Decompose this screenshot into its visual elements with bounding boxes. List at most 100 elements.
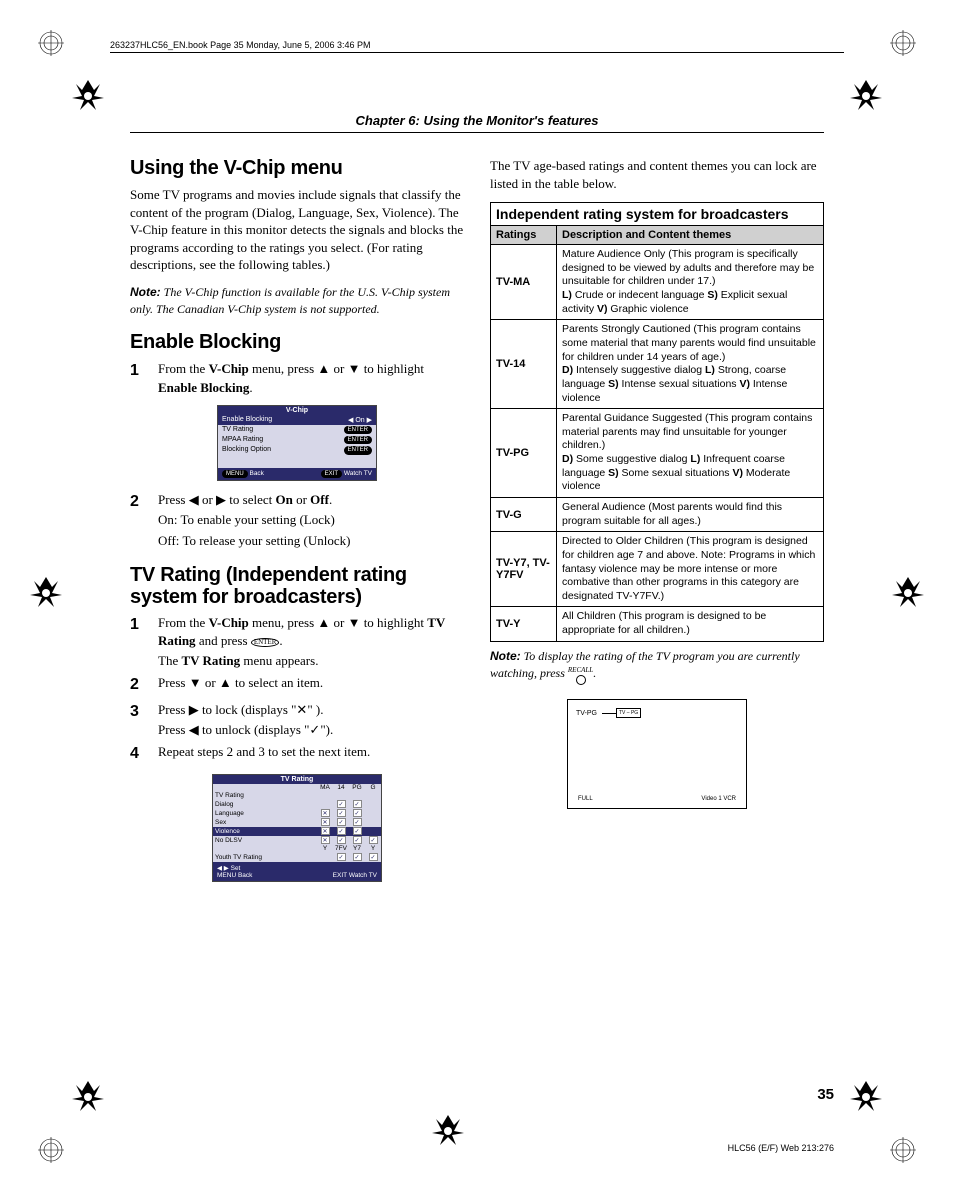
l: Dialog xyxy=(213,800,317,809)
h: 7FV xyxy=(333,845,349,853)
t: menu, press ▲ or ▼ to highlight xyxy=(249,615,427,630)
two-column-layout: Using the V-Chip menu Some TV programs a… xyxy=(130,157,824,892)
page-number: 35 xyxy=(817,1086,834,1103)
osd-vchip-menu: V-Chip Enable Blocking◀ On ▶ TV RatingEN… xyxy=(217,405,377,482)
desc-cell: Parents Strongly Cautioned (This program… xyxy=(557,320,824,409)
reg-mark-tr xyxy=(890,30,916,56)
rating-cell: TV-PG xyxy=(491,409,557,498)
chapter-title: Chapter 6: Using the Monitor's features xyxy=(130,113,824,128)
rating-cell: TV-G xyxy=(491,497,557,531)
step-number: 3 xyxy=(130,701,148,739)
crop-mark-icon xyxy=(848,78,884,114)
heading-vchip: Using the V-Chip menu xyxy=(130,157,464,180)
t: To display the rating of the TV program … xyxy=(490,649,800,680)
l: Youth TV Rating xyxy=(213,853,317,862)
mini-bl: FULL xyxy=(578,796,593,802)
t: The xyxy=(158,653,181,668)
tr-step-1: 1 From the V-Chip menu, press ▲ or ▼ to … xyxy=(130,614,464,671)
t: Off xyxy=(310,492,329,507)
ratings-table: Independent rating system for broadcaste… xyxy=(490,202,824,642)
tr-step-3: 3 Press ▶ to lock (displays "✕" ). Press… xyxy=(130,701,464,739)
para-vchip: Some TV programs and movies include sign… xyxy=(130,186,464,274)
osd-label: MPAA Rating xyxy=(222,436,263,444)
recall-icon: RECALL xyxy=(568,666,593,686)
t: Enable Blocking xyxy=(158,380,249,395)
t: . xyxy=(593,666,596,680)
h: 14 xyxy=(333,784,349,792)
t: . xyxy=(279,633,282,648)
h: MA xyxy=(317,784,333,792)
osd-row: Blocking Option ENTER xyxy=(218,445,376,455)
osd-value: ENTER xyxy=(344,426,372,434)
col-header: Ratings xyxy=(491,226,557,245)
desc-cell: Directed to Older Children (This program… xyxy=(557,532,824,607)
note-text: The V-Chip function is available for the… xyxy=(130,285,450,316)
l: Language xyxy=(213,809,317,818)
l: Violence xyxy=(213,827,317,836)
osd-footer: ◀ ▶ SetMENU Back EXIT Watch TV xyxy=(213,862,381,881)
reg-mark-br xyxy=(890,1137,916,1163)
footer-code: HLC56 (E/F) Web 213:276 xyxy=(728,1143,834,1153)
step-number: 2 xyxy=(130,674,148,696)
step-1: 1 From the V-Chip menu, press ▲ or ▼ to … xyxy=(130,360,464,396)
callout-line xyxy=(602,713,616,714)
t: V-Chip xyxy=(209,615,249,630)
t: On xyxy=(275,492,292,507)
t: . xyxy=(329,492,332,507)
t: V-Chip xyxy=(209,361,249,376)
divider xyxy=(130,132,824,133)
osd-title: V-Chip xyxy=(218,406,376,415)
osd-row: TV RatingENTER xyxy=(218,425,376,435)
desc-cell: All Children (This program is designed t… xyxy=(557,607,824,641)
osd-label: Blocking Option xyxy=(222,446,271,454)
heading-tv-rating: TV Rating (Independent rating system for… xyxy=(130,564,464,608)
rating-cell: TV-Y xyxy=(491,607,557,641)
osd-label: Enable Blocking xyxy=(222,416,272,424)
osd-value: On xyxy=(355,417,364,424)
crop-mark-icon xyxy=(430,1113,466,1149)
osd-value: ENTER xyxy=(344,446,372,454)
t: Press ◀ or ▶ to select xyxy=(158,492,275,507)
mini-br: Video 1 VCR xyxy=(701,796,736,802)
tr-step-4: 4 Repeat steps 2 and 3 to set the next i… xyxy=(130,743,464,765)
h: G xyxy=(365,784,381,792)
osd-grid: MA14PGG TV Rating Dialog✓✓ Language✕✓✓ S… xyxy=(213,784,381,862)
t: and press xyxy=(196,633,251,648)
table-caption: Independent rating system for broadcaste… xyxy=(491,203,824,226)
step-number: 2 xyxy=(130,491,148,550)
page: 263237HLC56_EN.book Page 35 Monday, June… xyxy=(0,0,954,1193)
heading-enable-blocking: Enable Blocking xyxy=(130,331,464,354)
para-intro: The TV age-based ratings and content the… xyxy=(490,157,824,192)
t: Press ▼ or ▲ to select an item. xyxy=(158,674,464,696)
osd-value: ENTER xyxy=(344,436,372,444)
rating-cell: TV-MA xyxy=(491,245,557,320)
right-column: The TV age-based ratings and content the… xyxy=(490,157,824,892)
osd-title: TV Rating xyxy=(213,775,381,784)
t: From the xyxy=(158,361,209,376)
reg-mark-tl xyxy=(38,30,64,56)
col-header: Description and Content themes xyxy=(557,226,824,245)
osd-row: Enable Blocking◀ On ▶ xyxy=(218,415,376,425)
desc-cell: General Audience (Most parents would fin… xyxy=(557,497,824,531)
t: Off: To release your setting (Unlock) xyxy=(158,532,464,550)
osd-tv-rating: TV Rating MA14PGG TV Rating Dialog✓✓ Lan… xyxy=(212,774,382,882)
note-recall: Note: To display the rating of the TV pr… xyxy=(490,648,824,686)
rating-cell: TV-14 xyxy=(491,320,557,409)
h: Y xyxy=(317,845,333,853)
crop-mark-icon xyxy=(890,575,926,611)
t: From the xyxy=(158,615,209,630)
l: No DLSV xyxy=(213,836,317,845)
desc-cell: Mature Audience Only (This program is sp… xyxy=(557,245,824,320)
step-number: 4 xyxy=(130,743,148,765)
t: TV Rating xyxy=(181,653,240,668)
t: Press ◀ to unlock (displays "✓"). xyxy=(158,721,464,739)
h: Y xyxy=(365,845,381,853)
crop-mark-icon xyxy=(70,78,106,114)
t: menu, press ▲ or ▼ to highlight xyxy=(249,361,424,376)
crop-mark-icon xyxy=(70,1079,106,1115)
t: Repeat steps 2 and 3 to set the next ite… xyxy=(158,743,464,765)
reg-mark-bl xyxy=(38,1137,64,1163)
osd-row: MPAA Rating ENTER xyxy=(218,435,376,445)
t: Press ▶ to lock (displays "✕" ). xyxy=(158,702,323,717)
step-number: 1 xyxy=(130,614,148,671)
